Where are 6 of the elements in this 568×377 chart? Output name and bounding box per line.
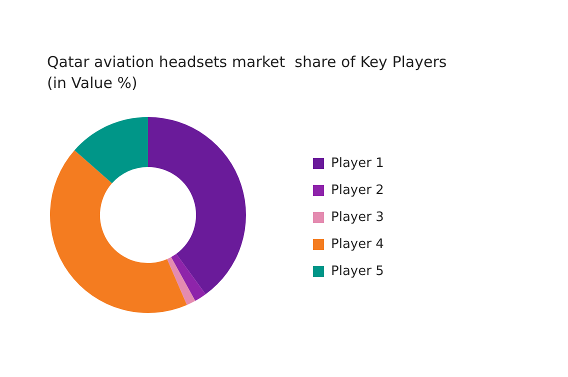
legend-label: Player 2 — [331, 183, 384, 198]
legend-label: Player 3 — [331, 210, 384, 225]
chart-title: Qatar aviation headsets market share of Key Players (in Value %) — [47, 52, 447, 94]
legend-label: Player 1 — [331, 156, 384, 171]
legend-label: Player 5 — [331, 264, 384, 279]
legend-label: Player 4 — [331, 237, 384, 252]
